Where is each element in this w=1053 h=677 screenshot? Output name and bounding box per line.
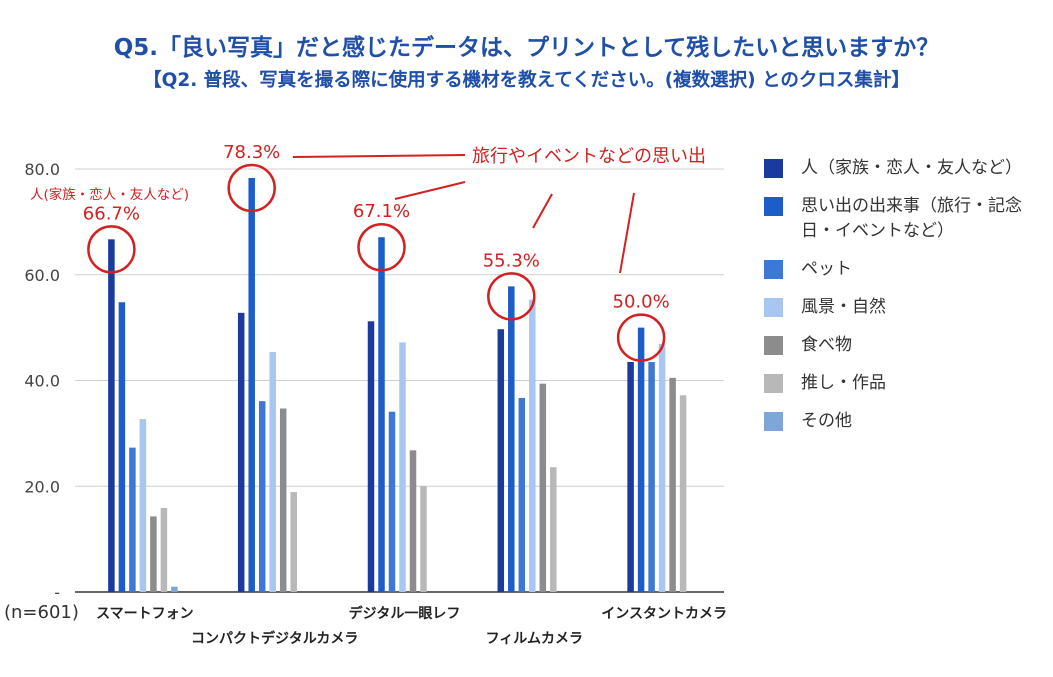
chart-subtitle: 【Q2. 普段、写真を撮る際に使用する機材を教えてください。(複数選択) とのク…: [143, 70, 910, 91]
legend-swatch: [764, 412, 783, 431]
legend-item: 風景・自然: [764, 295, 1044, 320]
legend-label: 推し・作品: [801, 373, 886, 393]
legend-label: 思い出の出来事（旅行・記念日・イベントなど）: [801, 196, 1022, 241]
legend-label: 人（家族・恋人・友人など）: [801, 158, 1022, 178]
bar: [160, 507, 168, 592]
bar: [248, 177, 255, 592]
annotation-pointer-line: [292, 154, 466, 158]
x-category-label: フィルムカメラ: [486, 631, 583, 647]
y-tick-label: 60.0: [24, 266, 60, 285]
legend: 人（家族・恋人・友人など） 思い出の出来事（旅行・記念日・イベントなど） ペット風景…: [764, 156, 1044, 447]
y-tick-label: 40.0: [24, 372, 60, 391]
legend-item: その他: [764, 409, 1044, 434]
legend-swatch: [764, 374, 783, 393]
memory-annotation: 旅行やイベントなどの思い出: [472, 146, 706, 167]
legend-item: 推し・作品: [764, 371, 1044, 396]
bar: [237, 312, 245, 592]
bar: [108, 239, 115, 593]
bar: [399, 342, 406, 592]
legend-item: 食べ物: [764, 333, 1044, 358]
bar: [529, 299, 536, 592]
legend-swatch: [764, 336, 783, 355]
highlight-value-label: 55.3%: [483, 250, 540, 271]
legend-item: 思い出の出来事（旅行・記念日・イベントなど）: [764, 194, 1044, 244]
highlight-circle: [487, 272, 536, 321]
legend-label: その他: [801, 411, 852, 431]
bar: [508, 286, 515, 592]
highlight-circle: [616, 313, 666, 362]
annotation-pointer-line: [619, 192, 635, 274]
bar: [627, 361, 634, 592]
x-category-label: スマートフォン: [96, 606, 194, 622]
bar: [378, 237, 385, 593]
legend-item: ペット: [764, 257, 1044, 282]
bar: [669, 377, 676, 592]
bar: [409, 450, 417, 592]
legend-label: 食べ物: [801, 335, 852, 355]
legend-item: 人（家族・恋人・友人など）: [764, 156, 1044, 181]
bar: [269, 351, 276, 592]
bar: [497, 329, 505, 592]
highlight-value-label: 66.7%: [83, 203, 140, 224]
highlight-circle: [87, 225, 136, 274]
chart-title: Q5.「良い写真」だと感じたデータは、プリントとして残したいと思いますか？: [113, 35, 940, 61]
legend-label: ペット: [801, 259, 852, 279]
sample-size-note: (n=601): [4, 602, 79, 623]
highlight-circle: [227, 163, 276, 213]
bar: [290, 492, 297, 592]
legend-swatch: [764, 298, 783, 317]
bar: [518, 397, 526, 592]
y-tick-label: 80.0: [24, 160, 60, 179]
bar: [279, 408, 287, 592]
bar: [539, 383, 547, 592]
highlight-value-label: 67.1%: [353, 201, 410, 222]
x-category-label: コンパクトデジタルカメラ: [191, 630, 358, 647]
bar: [388, 411, 396, 592]
bar: [258, 401, 266, 592]
y-tick-label: -: [54, 583, 60, 602]
annotation-pointer-line: [532, 193, 553, 229]
legend-swatch: [764, 197, 783, 216]
bar: [648, 361, 655, 592]
bar: [118, 302, 126, 592]
bar: [150, 516, 157, 592]
annotation-pointer-line: [394, 181, 466, 200]
legend-label: 風景・自然: [801, 297, 886, 317]
bar: [171, 586, 178, 592]
y-tick-label: 20.0: [24, 477, 60, 496]
person-annotation: 人(家族・恋人・友人など): [30, 186, 189, 203]
legend-swatch: [764, 159, 783, 178]
bar: [420, 486, 427, 592]
bar: [658, 344, 666, 592]
x-category-label: インスタントカメラ: [601, 606, 727, 622]
x-category-label: デジタル一眼レフ: [349, 605, 461, 622]
legend-swatch: [764, 260, 783, 279]
bar: [550, 467, 557, 592]
bar: [679, 395, 687, 592]
bar: [129, 447, 136, 592]
bar: [367, 321, 375, 592]
highlight-circle: [357, 222, 406, 272]
highlight-value-label: 50.0%: [613, 292, 670, 313]
bar: [139, 419, 147, 592]
highlight-value-label: 78.3%: [223, 142, 280, 163]
bar: [637, 327, 645, 592]
